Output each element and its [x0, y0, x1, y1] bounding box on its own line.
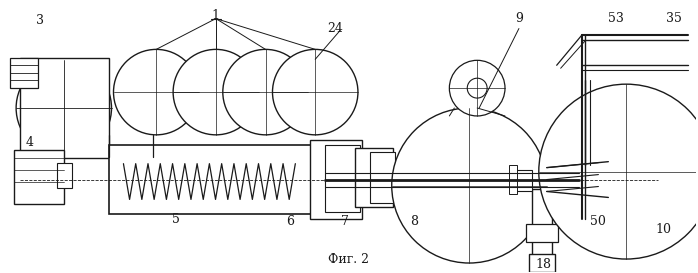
Bar: [526, 224, 558, 242]
Bar: [532, 189, 551, 272]
Text: 53: 53: [609, 12, 624, 25]
Text: 35: 35: [666, 12, 682, 25]
Bar: [355, 148, 393, 207]
Circle shape: [272, 49, 358, 135]
Text: 24: 24: [327, 22, 343, 35]
Text: 7: 7: [341, 215, 349, 228]
Text: 6: 6: [286, 215, 295, 228]
Text: 9: 9: [515, 12, 523, 25]
Bar: [514, 170, 532, 191]
Circle shape: [16, 60, 112, 156]
Bar: [529, 254, 555, 272]
Bar: [10, 58, 38, 88]
Text: 50: 50: [591, 215, 607, 228]
Bar: [14, 150, 64, 204]
Circle shape: [223, 49, 309, 135]
Circle shape: [539, 84, 698, 259]
Text: 4: 4: [26, 136, 34, 149]
Text: Фиг. 2: Фиг. 2: [329, 253, 369, 266]
Text: 10: 10: [655, 223, 671, 236]
Circle shape: [467, 78, 487, 98]
Text: 1: 1: [212, 9, 220, 22]
Text: 8: 8: [410, 215, 419, 228]
Bar: [108, 145, 325, 214]
Bar: [548, 167, 565, 177]
Bar: [310, 140, 362, 219]
Text: 3: 3: [36, 14, 44, 27]
Circle shape: [450, 60, 505, 116]
Bar: [509, 165, 517, 194]
Text: 5: 5: [172, 213, 180, 226]
Circle shape: [392, 108, 547, 263]
Bar: [325, 145, 360, 212]
Circle shape: [114, 49, 199, 135]
Bar: [548, 183, 565, 192]
Bar: [20, 58, 108, 158]
Bar: [370, 152, 394, 203]
Text: 18: 18: [536, 257, 551, 271]
Circle shape: [173, 49, 258, 135]
Bar: [57, 163, 72, 188]
